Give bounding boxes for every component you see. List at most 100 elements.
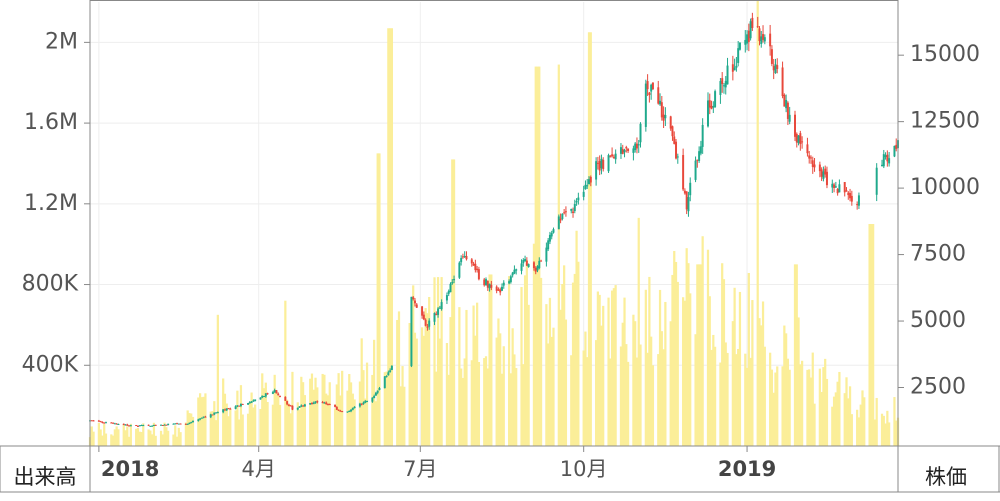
volume-bar [722,279,726,446]
candle-body [675,141,678,159]
volume-bar [234,410,237,446]
volume-bar [538,66,541,446]
candle-body [682,155,685,190]
volume-bar [532,243,536,446]
volume-bar [875,397,878,446]
volume-bar [314,377,317,446]
volume-bar [250,392,253,446]
volume-bar [785,333,788,446]
candle-body [659,100,662,105]
candle-body [184,423,187,425]
volume-bar [614,285,617,446]
candle-body [99,421,102,423]
candle-body [486,280,489,288]
volume-bar [200,397,203,446]
candle-body [229,408,232,410]
candle-body [373,395,376,399]
candle-body [763,37,766,42]
volume-tick-label: 2M [45,29,78,54]
volume-bar [745,367,749,446]
volume-bar [175,436,179,446]
candle-body [273,389,276,393]
candle-body [595,161,598,180]
volume-bar [167,430,170,446]
candle-body [176,423,179,425]
volume-bar [410,350,413,446]
candle-body [845,190,848,192]
candle-body [550,232,553,237]
volume-bar [749,357,752,446]
candle-body [774,64,777,74]
candle-body [476,268,479,271]
volume-bar [103,424,106,446]
volume-bar [870,224,873,446]
candle-body [252,400,255,402]
candle-body [364,401,367,403]
volume-bar [832,396,836,446]
volume-bar [325,393,328,446]
candle-body [749,21,752,39]
candle-body [719,81,722,95]
volume-bar [499,333,502,446]
volume-bar [880,413,884,446]
candle-body [838,184,841,193]
candle-body [545,247,548,262]
volume-bar [774,372,777,446]
candle-body [483,279,486,286]
candle-body [222,409,225,413]
volume-bar [298,409,301,446]
candle-body [472,263,475,266]
volume-bar [172,434,175,446]
candle-body [671,126,674,137]
volume-bar [461,377,465,446]
candle-body [247,402,250,405]
volume-bar [435,371,438,446]
candle-body [266,393,269,395]
volume-bar [484,356,488,446]
candle-body [744,39,747,45]
candle-body [236,405,239,407]
candle-body [747,30,750,42]
price-axis-ticks: 2500 5000 7500 10000 12500 15000 [898,42,980,400]
date-tick-label: 7月 [403,457,437,481]
candle-body [101,421,104,424]
volume-bar [241,414,244,446]
volume-bar [303,395,306,446]
candle-body [239,403,242,406]
volume-bar [154,435,157,446]
candle-body [341,411,344,413]
volume-bar [376,153,379,446]
volume-bar [452,159,456,446]
volume-bar [534,66,537,446]
date-tick-label: 4月 [242,457,276,481]
candle-body [360,403,363,405]
volume-bar [644,289,647,446]
volume-bar [289,413,292,446]
candle-body [190,422,193,424]
candle-body [328,404,331,406]
volume-bar [214,420,218,446]
volume-bar [834,392,837,446]
candle-body [323,402,326,404]
candle-body [449,283,452,293]
candle-body [261,395,264,398]
volume-bar [625,344,628,446]
volume-bar [129,423,132,446]
volume-bar [573,273,576,446]
volume-bar [696,264,699,446]
volume-bar [236,390,239,446]
candle-body [781,67,784,97]
volume-bar [373,339,376,446]
volume-bar [238,419,241,446]
volume-bar [284,300,287,446]
candle-body [813,164,816,168]
volume-bar [818,368,821,446]
volume-bar [511,328,514,446]
candle-body [435,314,438,316]
volume-bar [893,397,896,446]
candle-body [485,279,488,286]
volume-bar [202,396,205,446]
candle-body [822,171,825,179]
volume-bar [223,393,227,446]
candle-body [687,197,690,212]
